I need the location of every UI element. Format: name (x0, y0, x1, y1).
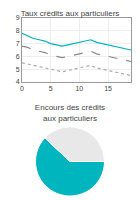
svg-text:4: 4 (16, 78, 20, 85)
svg-text:7: 7 (16, 40, 20, 47)
svg-text:8: 8 (16, 27, 20, 34)
svg-text:0: 0 (20, 85, 24, 92)
svg-text:Encours des créditsaux particu: Encours des créditsaux particuliers (35, 103, 105, 122)
svg-text:5: 5 (16, 66, 20, 73)
svg-text:9: 9 (16, 14, 20, 21)
svg-text:6: 6 (16, 53, 20, 60)
svg-text:Taux crédits aux particuliers: Taux crédits aux particuliers (21, 9, 120, 18)
svg-text:10: 10 (75, 85, 83, 92)
svg-text:15: 15 (104, 85, 112, 92)
svg-text:5: 5 (49, 85, 53, 92)
